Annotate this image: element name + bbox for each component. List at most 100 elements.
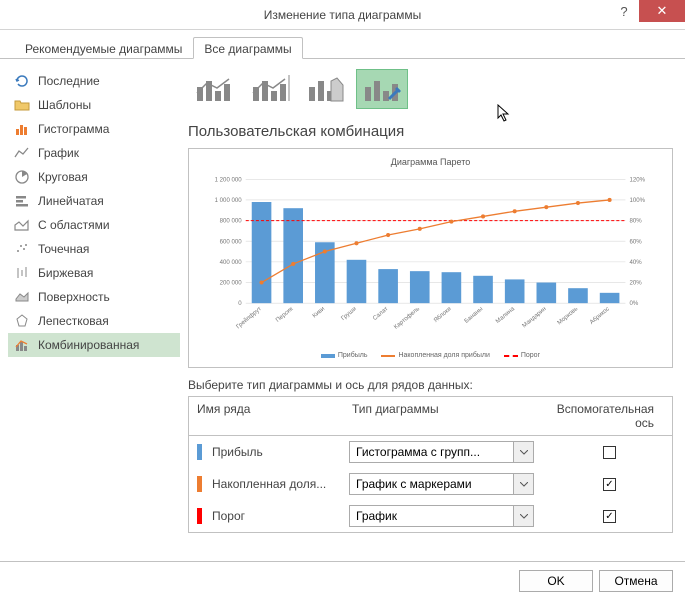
cancel-button[interactable]: Отмена [599,570,673,592]
series-name: Порог [212,509,349,523]
series-row: Накопленная доля... График с маркерами ✓ [189,468,672,500]
sidebar-label: С областями [38,218,110,232]
line-chart-icon [14,145,30,161]
sidebar-label: Комбинированная [38,338,139,352]
combo-chart-icon [14,337,30,353]
svg-text:Мандарин: Мандарин [521,305,548,329]
series-row: Прибыль Гистограмма с групп... [189,436,672,468]
folder-icon [14,97,30,113]
secondary-axis-checkbox[interactable] [603,446,616,459]
sidebar-item-recent[interactable]: Последние [8,69,180,93]
subtype-2[interactable] [244,69,296,109]
sidebar-label: Круговая [38,170,88,184]
col-header-aux: Вспомогательная ось [539,397,672,435]
sidebar-item-column[interactable]: Гистограмма [8,117,180,141]
series-table: Имя ряда Тип диаграммы Вспомогательная о… [188,396,673,533]
svg-text:Персик: Персик [274,305,294,324]
column-chart-icon [14,121,30,137]
sidebar-item-pie[interactable]: Круговая [8,165,180,189]
tab-all[interactable]: Все диаграммы [193,37,302,59]
chart-type-sidebar: Последние Шаблоны Гистограмма График Кру… [8,69,180,553]
svg-text:60%: 60% [629,238,642,245]
svg-text:0: 0 [238,300,242,307]
series-color-swatch [197,444,202,460]
tab-recommended[interactable]: Рекомендуемые диаграммы [14,37,193,59]
svg-text:Салат: Салат [372,305,390,322]
sidebar-item-line[interactable]: График [8,141,180,165]
sidebar-label: Поверхность [38,290,110,304]
sidebar-item-combo[interactable]: Комбинированная [8,333,180,357]
chart-preview[interactable]: Диаграмма Парето 0200 000400 000600 0008… [188,148,673,368]
svg-text:80%: 80% [629,218,642,225]
sidebar-item-area[interactable]: С областями [8,213,180,237]
series-row: Порог График ✓ [189,500,672,532]
subtype-row [188,69,673,123]
svg-text:Яблоки: Яблоки [432,305,452,324]
surface-chart-icon [14,289,30,305]
close-button[interactable]: ✕ [639,0,685,22]
series-type-select[interactable]: Гистограмма с групп... [349,441,534,463]
col-header-type: Тип диаграммы [344,397,539,435]
recent-icon [14,73,30,89]
sidebar-item-scatter[interactable]: Точечная [8,237,180,261]
radar-chart-icon [14,313,30,329]
sidebar-label: Точечная [38,242,89,256]
svg-text:1 000 000: 1 000 000 [215,197,243,204]
sidebar-item-bar[interactable]: Линейчатая [8,189,180,213]
svg-text:Абрикос: Абрикос [588,305,610,325]
ok-button[interactable]: OK [519,570,593,592]
svg-text:Морковь: Морковь [556,305,579,326]
chevron-down-icon[interactable] [514,441,534,463]
section-title: Пользовательская комбинация [188,123,673,140]
svg-text:1 200 000: 1 200 000 [215,176,243,183]
svg-text:600 000: 600 000 [220,238,243,245]
sidebar-item-surface[interactable]: Поверхность [8,285,180,309]
svg-text:Картофель: Картофель [393,305,421,330]
series-name: Накопленная доля... [212,477,349,491]
chevron-down-icon[interactable] [514,505,534,527]
dialog-footer: OK Отмена [0,561,685,600]
svg-text:Груши: Груши [340,305,358,322]
sidebar-label: Лепестковая [38,314,109,328]
area-chart-icon [14,217,30,233]
secondary-axis-checkbox[interactable]: ✓ [603,510,616,523]
series-color-swatch [197,508,202,524]
series-prompt: Выберите тип диаграммы и ось для рядов д… [188,378,673,392]
chart-legend: Прибыль Накопленная доля прибыли Порог [321,348,540,359]
svg-text:20%: 20% [629,280,642,287]
series-type-select[interactable]: График с маркерами [349,473,534,495]
chart-canvas: 0200 000400 000600 000800 0001 000 0001 … [197,171,664,348]
series-color-swatch [197,476,202,492]
svg-text:Грейпфрут: Грейпфрут [235,305,263,330]
titlebar: Изменение типа диаграммы ? ✕ [0,0,685,30]
subtype-1[interactable] [188,69,240,109]
subtype-4-custom[interactable] [356,69,408,109]
sidebar-item-templates[interactable]: Шаблоны [8,93,180,117]
svg-text:Бананы: Бананы [463,305,484,324]
sidebar-label: Линейчатая [38,194,104,208]
scatter-chart-icon [14,241,30,257]
svg-text:0%: 0% [629,300,638,307]
sidebar-item-radar[interactable]: Лепестковая [8,309,180,333]
svg-text:800 000: 800 000 [220,218,243,225]
svg-text:40%: 40% [629,259,642,266]
subtype-3[interactable] [300,69,352,109]
sidebar-label: Последние [38,74,100,88]
svg-text:Киви: Киви [311,305,326,319]
series-name: Прибыль [212,445,349,459]
tab-strip: Рекомендуемые диаграммы Все диаграммы [0,30,685,59]
svg-text:Малина: Малина [494,305,516,325]
col-header-name: Имя ряда [189,397,344,435]
help-button[interactable]: ? [609,0,639,22]
chevron-down-icon[interactable] [514,473,534,495]
window-title: Изменение типа диаграммы [0,8,685,22]
bar-chart-icon [14,193,30,209]
stock-chart-icon [14,265,30,281]
svg-text:120%: 120% [629,176,645,183]
series-type-select[interactable]: График [349,505,534,527]
sidebar-label: Шаблоны [38,98,91,112]
sidebar-label: График [38,146,79,160]
sidebar-item-stock[interactable]: Биржевая [8,261,180,285]
svg-text:100%: 100% [629,197,645,204]
secondary-axis-checkbox[interactable]: ✓ [603,478,616,491]
